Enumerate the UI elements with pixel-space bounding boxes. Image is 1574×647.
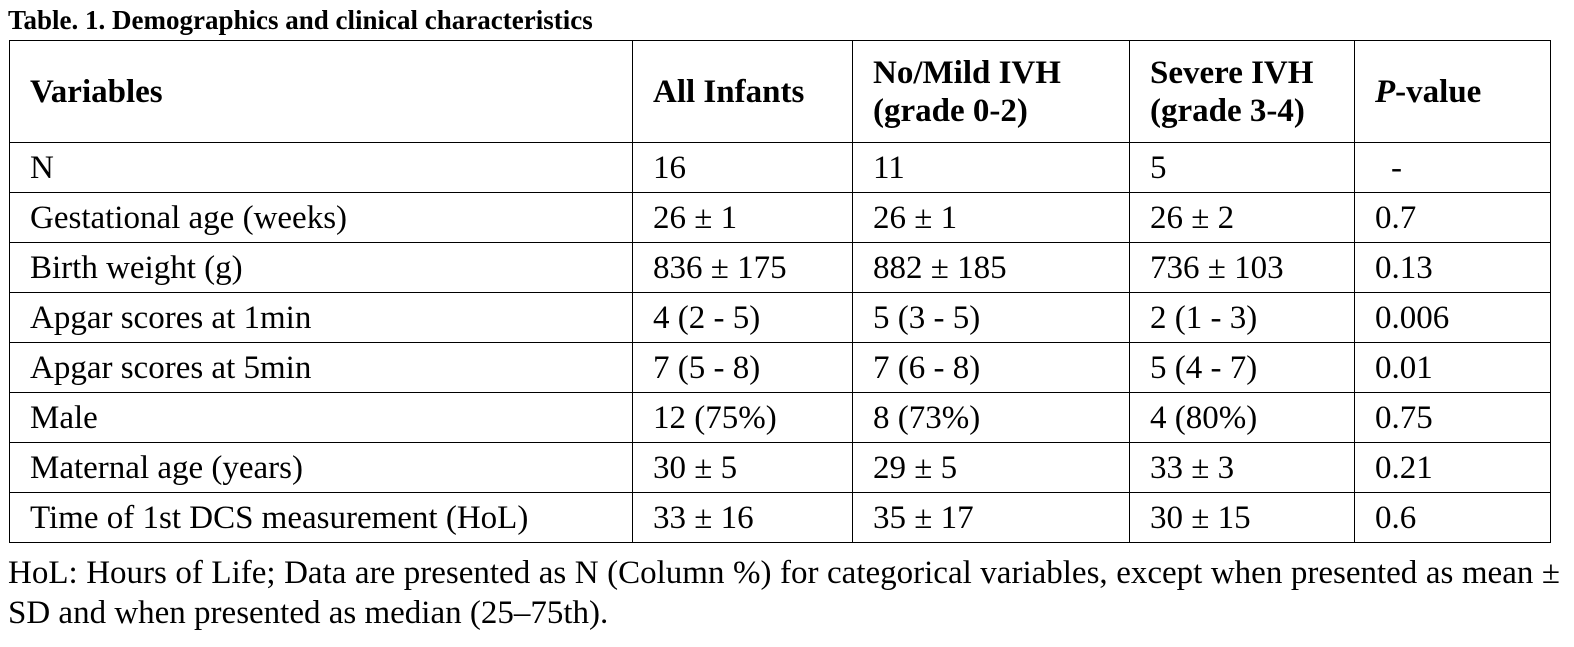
cell-variable: N bbox=[9, 142, 633, 193]
header-no-mild-ivh: No/Mild IVH (grade 0-2) bbox=[852, 40, 1130, 143]
header-p-value-italic: P bbox=[1375, 73, 1396, 110]
cell-no-mild-ivh: 26 ± 1 bbox=[852, 192, 1130, 243]
cell-all-infants: 836 ± 175 bbox=[632, 242, 853, 293]
table-caption: Table. 1. Demographics and clinical char… bbox=[8, 5, 593, 35]
cell-variable: Time of 1st DCS measurement (HoL) bbox=[9, 492, 633, 543]
header-no-mild-ivh-line1: No/Mild IVH bbox=[873, 54, 1061, 91]
cell-all-infants: 12 (75%) bbox=[632, 392, 853, 443]
header-all-infants: All Infants bbox=[632, 40, 853, 143]
cell-all-infants: 4 (2 - 5) bbox=[632, 292, 853, 343]
table-footnote: HoL: Hours of Life; Data are presented a… bbox=[8, 555, 1560, 631]
demographics-table: Variables All Infants No/Mild IVH (grade… bbox=[9, 40, 1551, 543]
table-row: Maternal age (years) 30 ± 5 29 ± 5 33 ± … bbox=[9, 442, 1551, 493]
header-p-value-rest: -value bbox=[1395, 73, 1482, 110]
cell-variable: Birth weight (g) bbox=[9, 242, 633, 293]
cell-severe-ivh: 736 ± 103 bbox=[1129, 242, 1355, 293]
cell-no-mild-ivh: 29 ± 5 bbox=[852, 442, 1130, 493]
table-header-row: Variables All Infants No/Mild IVH (grade… bbox=[9, 40, 1551, 143]
cell-no-mild-ivh: 7 (6 - 8) bbox=[852, 342, 1130, 393]
cell-variable: Maternal age (years) bbox=[9, 442, 633, 493]
cell-p-value: 0.7 bbox=[1354, 192, 1551, 243]
table-row: Gestational age (weeks) 26 ± 1 26 ± 1 26… bbox=[9, 192, 1551, 243]
header-no-mild-ivh-line2: (grade 0-2) bbox=[873, 92, 1028, 129]
cell-p-value: 0.75 bbox=[1354, 392, 1551, 443]
cell-variable: Male bbox=[9, 392, 633, 443]
cell-p-value: 0.13 bbox=[1354, 242, 1551, 293]
cell-no-mild-ivh: 8 (73%) bbox=[852, 392, 1130, 443]
cell-severe-ivh: 33 ± 3 bbox=[1129, 442, 1355, 493]
header-p-value: P-value bbox=[1354, 40, 1551, 143]
cell-all-infants: 7 (5 - 8) bbox=[632, 342, 853, 393]
cell-severe-ivh: 5 (4 - 7) bbox=[1129, 342, 1355, 393]
cell-all-infants: 33 ± 16 bbox=[632, 492, 853, 543]
header-severe-ivh-line2: (grade 3-4) bbox=[1150, 92, 1305, 129]
cell-no-mild-ivh: 882 ± 185 bbox=[852, 242, 1130, 293]
header-variables: Variables bbox=[9, 40, 633, 143]
cell-no-mild-ivh: 5 (3 - 5) bbox=[852, 292, 1130, 343]
cell-variable: Apgar scores at 5min bbox=[9, 342, 633, 393]
cell-p-value: 0.21 bbox=[1354, 442, 1551, 493]
table-row: Apgar scores at 5min 7 (5 - 8) 7 (6 - 8)… bbox=[9, 342, 1551, 393]
cell-variable: Apgar scores at 1min bbox=[9, 292, 633, 343]
cell-severe-ivh: 4 (80%) bbox=[1129, 392, 1355, 443]
cell-p-value: 0.006 bbox=[1354, 292, 1551, 343]
cell-p-value: - bbox=[1354, 142, 1551, 193]
cell-no-mild-ivh: 11 bbox=[852, 142, 1130, 193]
cell-severe-ivh: 2 (1 - 3) bbox=[1129, 292, 1355, 343]
cell-all-infants: 30 ± 5 bbox=[632, 442, 853, 493]
table-row: Apgar scores at 1min 4 (2 - 5) 5 (3 - 5)… bbox=[9, 292, 1551, 343]
table-row: Male 12 (75%) 8 (73%) 4 (80%) 0.75 bbox=[9, 392, 1551, 443]
table-row: Birth weight (g) 836 ± 175 882 ± 185 736… bbox=[9, 242, 1551, 293]
header-severe-ivh: Severe IVH (grade 3-4) bbox=[1129, 40, 1355, 143]
cell-variable: Gestational age (weeks) bbox=[9, 192, 633, 243]
table-row: Time of 1st DCS measurement (HoL) 33 ± 1… bbox=[9, 492, 1551, 543]
header-severe-ivh-line1: Severe IVH bbox=[1150, 54, 1314, 91]
cell-severe-ivh: 5 bbox=[1129, 142, 1355, 193]
table-row: N 16 11 5 - bbox=[9, 142, 1551, 193]
cell-p-value: 0.6 bbox=[1354, 492, 1551, 543]
cell-severe-ivh: 26 ± 2 bbox=[1129, 192, 1355, 243]
cell-all-infants: 26 ± 1 bbox=[632, 192, 853, 243]
cell-severe-ivh: 30 ± 15 bbox=[1129, 492, 1355, 543]
cell-p-value: 0.01 bbox=[1354, 342, 1551, 393]
cell-no-mild-ivh: 35 ± 17 bbox=[852, 492, 1130, 543]
cell-all-infants: 16 bbox=[632, 142, 853, 193]
